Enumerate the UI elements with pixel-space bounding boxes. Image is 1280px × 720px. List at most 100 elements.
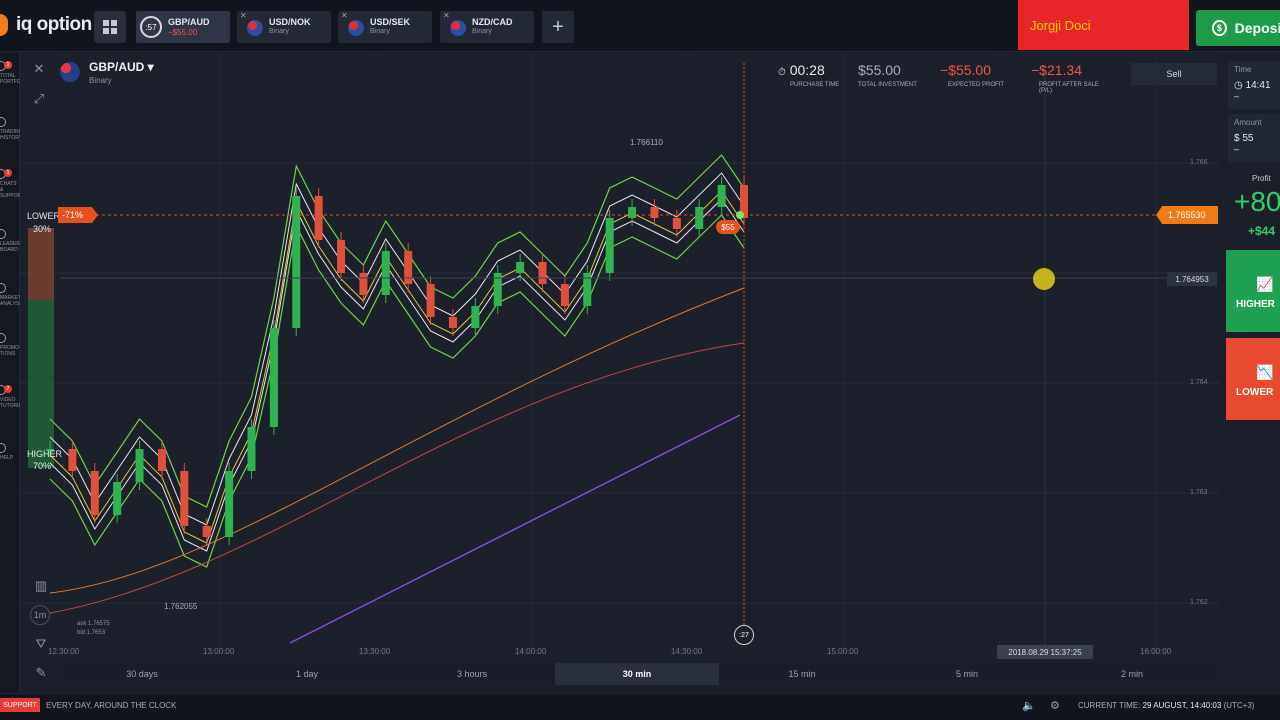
asset-tab-nzd-cad[interactable]: ✕ NZD/CAD Binary xyxy=(440,11,534,43)
asset-tab-gbp-aud[interactable]: :57 GBP/AUD −$55.00 xyxy=(136,11,230,43)
sidebar-item-label: CHATS & SUPPORT xyxy=(0,181,25,199)
x-tick: 13:30:00 xyxy=(359,647,391,656)
timeframe-label: 1m xyxy=(33,610,47,620)
drawing-tools-button[interactable]: ✎ xyxy=(30,662,52,684)
flag-gb-au-icon xyxy=(60,62,80,82)
ask-bid: ask 1.76575 bid 1.7653 xyxy=(77,620,110,638)
candle xyxy=(269,328,278,427)
period-30-days[interactable]: 30 days xyxy=(126,669,158,679)
sidebar-badge: 1 xyxy=(4,61,12,69)
period-3-hours[interactable]: 3 hours xyxy=(456,669,488,679)
deposit-button[interactable]: $ Deposit xyxy=(1196,10,1280,46)
fullscreen-button[interactable]: ⤢ xyxy=(28,88,50,110)
y-tick: 1.764 xyxy=(1190,379,1208,386)
time-selector[interactable]: Time ◷ 14:41 – xyxy=(1228,61,1280,109)
x-tick: 16:00:00 xyxy=(1140,647,1172,656)
sidebar-item-help[interactable]: HELP xyxy=(0,443,20,461)
sidebar-item-leaderboard[interactable]: LEADER BOARD xyxy=(0,229,20,253)
candles-icon: ▥ xyxy=(34,578,48,593)
candle xyxy=(180,471,189,526)
period-2-min[interactable]: 2 min xyxy=(1120,669,1143,679)
clock-icon: ◷ xyxy=(1234,80,1243,91)
sidebar-badge: 7 xyxy=(4,385,12,393)
close-icon[interactable]: ✕ xyxy=(341,11,348,20)
x-tick: 14:30:00 xyxy=(671,647,703,656)
footer: SUPPORT EVERY DAY, AROUND THE CLOCK 🔈 ⚙ … xyxy=(0,693,1280,720)
support-button[interactable]: SUPPORT xyxy=(0,698,40,712)
close-chart-button[interactable]: ✕ xyxy=(28,58,50,80)
candle xyxy=(381,251,390,295)
current-time: CURRENT TIME: 29 AUGUST, 14:40:03 (UTC+3… xyxy=(1078,701,1254,710)
purchase-time-value: 00:28 xyxy=(789,62,825,78)
sidebar-item-label: TOTAL PORTFOLIO xyxy=(0,73,29,85)
sidebar-item-promotions[interactable]: PROMO-TIONS xyxy=(0,333,21,357)
period-30-min[interactable]: 30 min xyxy=(555,663,719,685)
after-sale-value: −$21.34 xyxy=(1031,62,1082,78)
time-minus-button[interactable]: – xyxy=(1234,91,1240,101)
candle xyxy=(695,207,704,229)
amount-minus-button[interactable]: – xyxy=(1234,144,1240,154)
sidebar-item-label: MARKET ANALYSIS xyxy=(0,295,25,307)
pair-name[interactable]: GBP/AUD ▾ xyxy=(89,60,154,74)
indicators-button[interactable]: ⛛ xyxy=(30,633,52,655)
deal-amount-tag: $55 xyxy=(716,220,740,234)
add-asset-button[interactable]: + xyxy=(542,11,574,43)
left-sidebar: TOTAL PORTFOLIO 1 TRADING HISTORY CHATS &… xyxy=(0,53,29,693)
sidebar-item-market[interactable]: MARKET ANALYSIS xyxy=(0,283,24,307)
candle xyxy=(493,273,502,306)
sidebar-item-history[interactable]: TRADING HISTORY xyxy=(0,117,23,141)
gift-icon xyxy=(0,333,6,343)
logo[interactable]: iq option xyxy=(0,14,92,36)
tab-sub: −$55.00 xyxy=(168,28,198,37)
candle xyxy=(740,185,748,218)
deposit-label: Deposit xyxy=(1234,20,1280,36)
candle xyxy=(135,449,144,482)
flag-icon xyxy=(348,20,364,36)
amount-selector[interactable]: Amount $ 55 – xyxy=(1228,114,1280,162)
sidebar-item-label: LEADER BOARD xyxy=(0,241,21,253)
y-tick: 1.762 xyxy=(1190,599,1208,606)
logo-mark-icon xyxy=(0,14,8,36)
timeframe-button[interactable]: 1m xyxy=(30,605,50,625)
expected-label: EXPECTED PROFIT xyxy=(948,82,1005,88)
sound-icon[interactable]: 🔈 xyxy=(1022,700,1036,712)
higher-label: HIGHER xyxy=(1236,299,1275,310)
price-chart[interactable] xyxy=(20,53,1220,663)
stopwatch-icon: ⏱ xyxy=(778,67,786,78)
period-1-day[interactable]: 1 day xyxy=(295,669,319,679)
candle xyxy=(90,471,99,515)
sell-button[interactable]: Sell xyxy=(1131,63,1217,85)
period-5-min[interactable]: 5 min xyxy=(955,669,978,679)
asset-tab-usd-sek[interactable]: ✕ USD/SEK Binary xyxy=(338,11,432,43)
tab-name: GBP/AUD xyxy=(168,17,210,27)
deal-percent-tag: -71% xyxy=(58,207,98,223)
flag-icon xyxy=(450,20,466,36)
history-icon xyxy=(0,117,6,127)
y-tick: 1.766 xyxy=(1190,159,1208,166)
close-icon[interactable]: ✕ xyxy=(240,11,247,20)
period-15-min[interactable]: 15 min xyxy=(788,669,816,679)
bollinger-lower xyxy=(49,214,745,568)
chart-type-button[interactable]: ▥ xyxy=(30,575,52,597)
asset-tab-usd-nok[interactable]: ✕ USD/NOK Binary xyxy=(237,11,331,43)
timezone: (UTC+3) xyxy=(1223,701,1255,710)
higher-button[interactable]: 📈 HIGHER xyxy=(1226,250,1280,332)
investment-label: TOTAL INVESTMENT xyxy=(858,82,917,88)
candle xyxy=(404,251,413,284)
sidebar-item-chats[interactable]: CHATS & SUPPORT 1 xyxy=(0,169,24,199)
y-tick: 1.763 xyxy=(1190,489,1208,496)
amount-label: Amount xyxy=(1234,118,1262,127)
sidebar-item-tutorials[interactable]: VIDEO TUTORIALS 7 xyxy=(0,385,28,409)
candle xyxy=(225,471,234,537)
assets-grid-button[interactable] xyxy=(94,11,126,43)
candle xyxy=(292,196,301,328)
candle xyxy=(337,240,346,273)
chart-area[interactable] xyxy=(20,53,1220,663)
grid-icon xyxy=(103,20,117,34)
lower-button[interactable]: 📉 LOWER xyxy=(1226,338,1280,420)
close-icon[interactable]: ✕ xyxy=(443,11,450,20)
candle xyxy=(359,273,368,295)
amount-value[interactable]: $ 55 xyxy=(1234,133,1254,144)
settings-icon[interactable]: ⚙ xyxy=(1050,700,1060,712)
sidebar-item-portfolio[interactable]: TOTAL PORTFOLIO 1 xyxy=(0,61,29,85)
